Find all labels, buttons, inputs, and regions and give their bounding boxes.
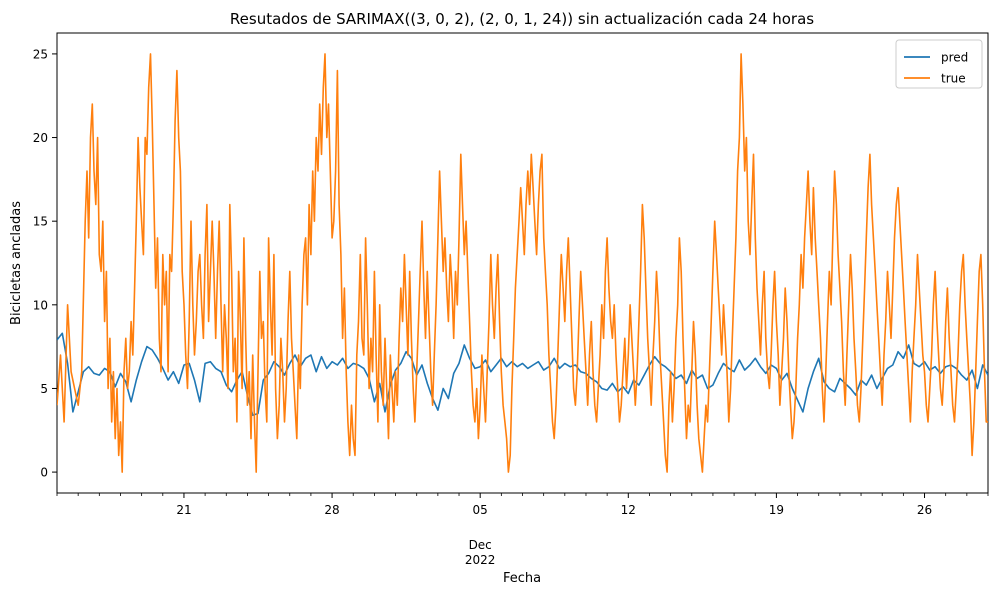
x-tick-label: 19	[769, 503, 784, 517]
plot-frame	[56, 32, 989, 494]
series-line-true	[57, 53, 988, 473]
y-tick-label: 10	[33, 298, 48, 312]
y-axis: 0 5 10 15 20 25	[33, 47, 57, 480]
x-tick-label: 21	[176, 503, 191, 517]
plot-area	[56, 32, 989, 494]
legend-label-true: true	[941, 72, 966, 86]
series-layer	[57, 53, 988, 473]
chart-title: Resutados de SARIMAX((3, 0, 2), (2, 0, 1…	[230, 10, 814, 28]
x-tick-month-label: Dec	[469, 538, 492, 552]
y-tick-label: 0	[40, 466, 48, 480]
legend-label-pred: pred	[941, 51, 968, 65]
legend: pred true	[895, 39, 983, 89]
y-tick-label: 15	[33, 215, 48, 229]
x-tick-label: 26	[917, 503, 932, 517]
legend-box	[895, 39, 983, 89]
x-tick-label: 05	[473, 503, 488, 517]
y-tick-label: 5	[40, 382, 48, 396]
x-tick-label: 28	[324, 503, 339, 517]
x-axis-label: Fecha	[503, 571, 541, 586]
series-line-pred	[57, 332, 988, 416]
x-tick-year-label: 2022	[465, 553, 496, 567]
y-axis-label: Bicicletas ancladas	[9, 201, 24, 325]
x-tick-label: 12	[621, 503, 636, 517]
y-tick-label: 20	[33, 131, 48, 145]
y-tick-label: 25	[33, 47, 48, 61]
